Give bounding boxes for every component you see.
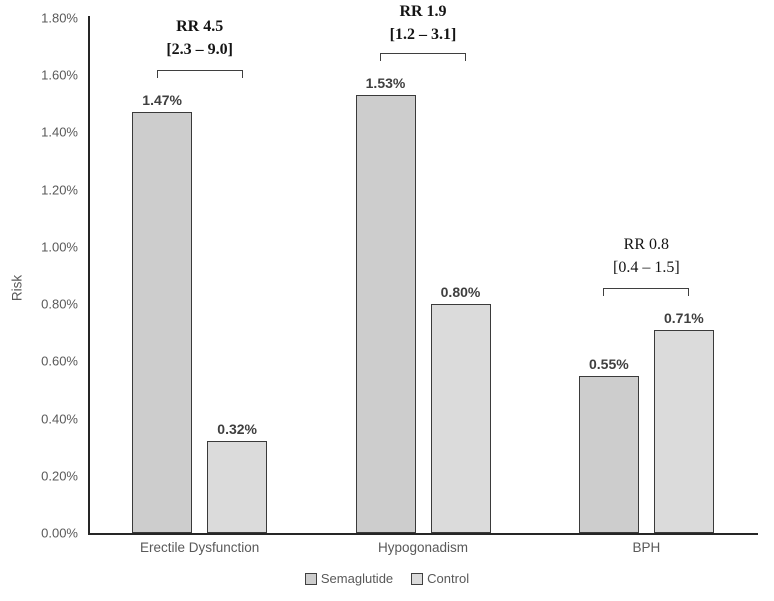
legend-item-semaglutide: Semaglutide [304,571,394,586]
y-tick-label: 1.20% [41,182,78,198]
value-label-control-erectile-dysfunction: 0.32% [217,421,258,438]
rr-annotation-hypogonadism: RR 1.9 [1.2 – 3.1] [390,0,457,46]
bar-semaglutide-bph [578,375,639,533]
value-label-semaglutide-bph: 0.55% [588,355,629,372]
bar-control-erectile-dysfunction [207,441,268,533]
bar-control-bph [653,329,714,533]
value-label-semaglutide-hypogonadism: 1.53% [365,75,406,92]
rr-value-hypogonadism: RR 1.9 [399,3,447,20]
rr-confidence-interval-bph: [0.4 – 1.5] [613,258,680,276]
legend-label-semaglutide: Semaglutide [320,571,394,586]
bar-semaglutide-hypogonadism [355,95,416,533]
legend-swatch-control [411,572,424,585]
category-label-hypogonadism: Hypogonadism [377,540,469,555]
category-label-bph: BPH [632,540,661,555]
legend-label-control: Control [427,571,470,586]
y-tick-label: 0.20% [41,468,78,484]
bar-control-hypogonadism [430,304,491,533]
y-tick-label: 0.40% [41,411,78,427]
category-label-erectile-dysfunction: Erectile Dysfunction [140,540,260,555]
rr-confidence-interval-erectile-dysfunction: [2.3 – 9.0] [166,41,233,59]
y-axis-line [88,16,90,533]
y-tick-label: 1.80% [41,10,78,26]
legend-item-control: Control [411,571,469,586]
value-label-semaglutide-erectile-dysfunction: 1.47% [142,92,183,109]
rr-confidence-interval-hypogonadism: [1.2 – 3.1] [389,26,457,43]
y-tick-label: 1.40% [41,124,78,140]
legend: Semaglutide Control [0,571,774,586]
rr-annotation-bph: RR 0.8 [0.4 – 1.5] [613,233,680,279]
y-tick-label: 1.00% [41,239,78,255]
legend-swatch-semaglutide [304,572,317,585]
rr-annotation-erectile-dysfunction: RR 4.5 [2.3 – 9.0] [166,15,233,61]
y-tick-label: 0.80% [41,296,78,312]
x-axis-line [88,533,758,535]
value-label-control-bph: 0.71% [663,309,704,326]
rr-bracket-hypogonadism [380,53,466,62]
y-tick-label: 0.60% [41,353,78,369]
bar-semaglutide-erectile-dysfunction [132,112,193,533]
rr-bracket-erectile-dysfunction [156,70,243,79]
y-tick-label: 1.60% [41,67,78,83]
rr-value-bph: RR 0.8 [623,235,669,253]
rr-value-erectile-dysfunction: RR 4.5 [176,18,224,36]
y-tick-label: 0.00% [41,525,78,541]
value-label-control-hypogonadism: 0.80% [440,284,481,301]
rr-bracket-bph [603,287,690,296]
